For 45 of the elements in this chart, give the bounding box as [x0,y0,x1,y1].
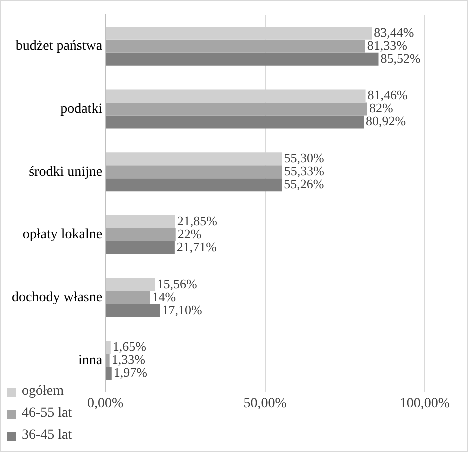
bar [106,178,282,192]
bar [106,228,176,242]
bar [106,216,176,229]
data-label: 15,56% [157,276,198,292]
data-label: 81,46% [368,88,408,103]
legend-label: 46-55 lat [22,406,72,422]
y-tick-label: dochody własne [12,290,103,306]
bar [106,116,364,129]
bar [106,367,112,380]
data-label: 85,52% [380,50,421,66]
data-label: 1,97% [114,365,148,380]
data-label: 1,33% [112,352,146,368]
data-label: 80,92% [366,114,406,129]
bar [106,242,175,255]
data-label: 22% [178,226,202,242]
bar [106,102,368,116]
data-label: 83,44% [374,24,414,40]
data-label: 81,33% [367,38,408,53]
data-label: 17,10% [162,302,202,318]
y-tick-label: budżet państwa [16,39,104,54]
data-label: 82% [370,100,394,116]
data-label: 21,71% [176,239,218,254]
bar [106,278,156,292]
x-tick-label: 0,00% [88,396,124,412]
data-label: 21,85% [177,213,218,228]
x-tick-label: 50,00% [244,396,288,412]
bar [106,291,150,304]
bar [106,354,110,368]
y-tick-label: inna [78,353,104,368]
y-tick-label: podatki [60,102,103,117]
data-label: 14% [152,289,176,304]
legend-label: ogółem [22,384,64,400]
bar [106,166,282,179]
data-label: 55,26% [284,176,324,192]
data-label: 1,65% [112,339,147,354]
bar [106,304,160,318]
legend-label: 36-45 lat [22,428,72,444]
bar [106,40,366,53]
bar [106,341,111,354]
bar [106,52,379,66]
x-tick-label: 100,00% [400,396,450,412]
data-label: 55,33% [284,164,325,179]
y-tick-label: środki unijne [29,164,103,180]
y-tick-label: opłaty lokalne [22,228,103,243]
data-label: 55,30% [284,150,324,166]
